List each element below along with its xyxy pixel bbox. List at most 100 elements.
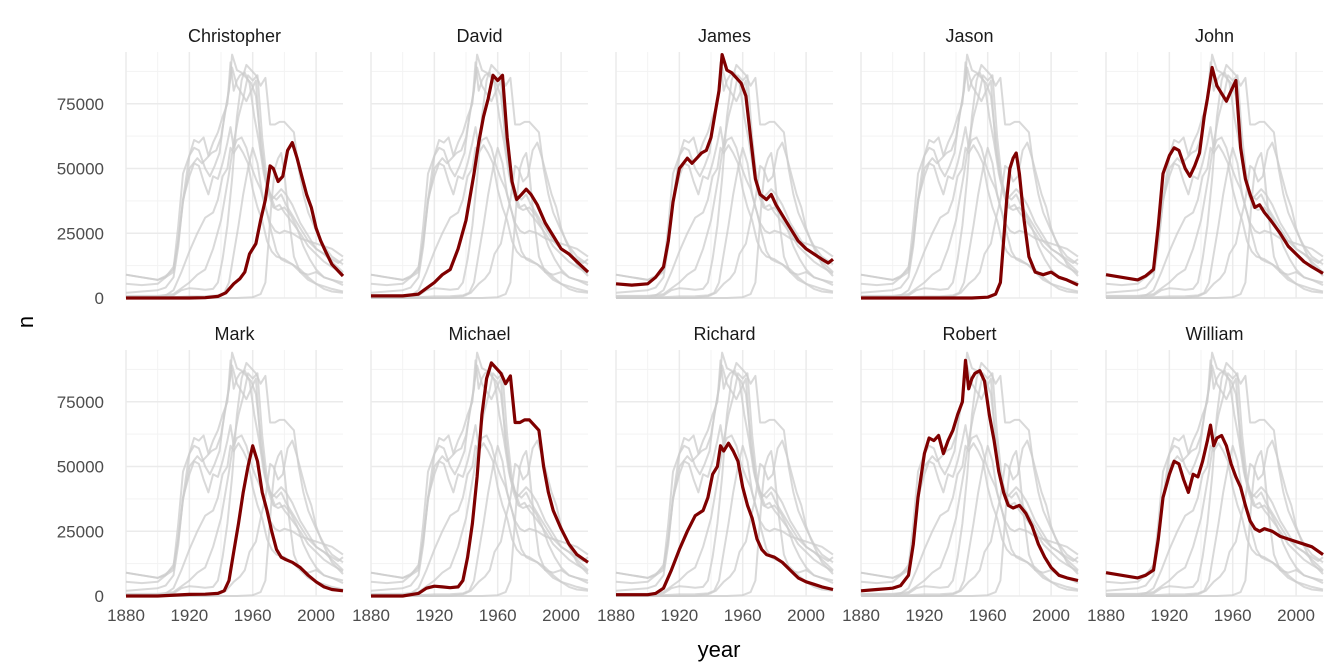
background-series-line xyxy=(126,63,344,299)
background-series-line xyxy=(616,63,834,299)
highlight-series-line-john xyxy=(1105,65,1324,282)
background-series-line xyxy=(861,146,1079,299)
background-series-line xyxy=(1106,146,1324,299)
x-tick-label: 1880 xyxy=(352,606,390,625)
facet-title: Jason xyxy=(945,26,993,46)
background-series-line xyxy=(371,63,589,299)
facet-panel-jason: Jason xyxy=(860,26,1079,300)
background-series-line xyxy=(371,152,589,299)
y-tick-label: 50000 xyxy=(57,458,104,477)
background-series-line xyxy=(616,146,834,299)
background-series-line xyxy=(125,61,344,294)
background-series-line xyxy=(126,74,344,297)
background-series-line xyxy=(126,144,344,298)
y-tick-label: 0 xyxy=(95,289,104,308)
background-series-line xyxy=(371,444,589,597)
highlight-series-line-christopher xyxy=(126,141,345,300)
background-series-line xyxy=(126,444,344,597)
background-series-line xyxy=(1106,372,1324,595)
facet-title: William xyxy=(1186,324,1244,344)
background-series-line xyxy=(860,66,1079,281)
background-series-line xyxy=(126,372,344,595)
x-tick-label: 1880 xyxy=(842,606,880,625)
x-tick-label: 1920 xyxy=(1150,606,1188,625)
x-tick-label: 1880 xyxy=(597,606,635,625)
x-tick-label: 1960 xyxy=(724,606,762,625)
facet-title: Robert xyxy=(942,324,996,344)
x-tick-label: 1880 xyxy=(107,606,145,625)
background-series-line xyxy=(125,126,344,281)
facet-panel-christopher: Christopher 0 25000 50000 75000 xyxy=(57,26,345,308)
background-series-line xyxy=(125,424,344,579)
background-series-line xyxy=(861,361,1079,597)
background-series-line xyxy=(861,442,1079,596)
x-tick-label: 1920 xyxy=(415,606,453,625)
background-series-line xyxy=(125,364,344,579)
facet-panel-robert: Robert 1880 1920 1960 2000 xyxy=(842,324,1079,625)
facet-panel-william: William 1880 1920 1960 2000 xyxy=(1087,324,1324,625)
facet-panel-john: John xyxy=(1105,26,1324,299)
y-axis-title: n xyxy=(13,316,38,328)
y-tick-label: 25000 xyxy=(57,224,104,243)
background-series-line xyxy=(616,144,834,298)
background-series-line xyxy=(861,63,1079,299)
background-series-line xyxy=(1106,450,1324,597)
background-series-line xyxy=(125,66,344,281)
background-series-line xyxy=(616,74,834,297)
x-axis-title: year xyxy=(698,637,741,662)
facet-panel-michael: Michael 1880 1920 1960 2000 xyxy=(352,324,589,625)
facet-title: Mark xyxy=(215,324,256,344)
y-tick-label: 75000 xyxy=(57,393,104,412)
background-series-line xyxy=(1106,361,1324,597)
background-series-line xyxy=(615,66,834,281)
background-series-line xyxy=(371,144,589,298)
background-series-line xyxy=(1106,74,1324,297)
y-tick-label: 0 xyxy=(95,587,104,606)
x-tick-label: 1920 xyxy=(170,606,208,625)
background-series-line xyxy=(1105,61,1324,294)
background-series-line xyxy=(861,450,1079,597)
highlight-series-line-james xyxy=(615,53,834,287)
background-series-line xyxy=(616,361,834,597)
x-tick-label: 1960 xyxy=(234,606,272,625)
facet-title: John xyxy=(1195,26,1234,46)
background-series-line xyxy=(126,146,344,299)
background-series-line xyxy=(861,372,1079,595)
facet-panel-james: James xyxy=(615,26,834,299)
background-series-line xyxy=(615,61,834,294)
facet-title: Michael xyxy=(448,324,510,344)
background-series-line xyxy=(861,444,1079,597)
facet-panel-richard: Richard 1880 1920 1960 2000 xyxy=(597,324,834,625)
background-series-line xyxy=(371,442,589,596)
background-series-line xyxy=(616,372,834,595)
highlight-series-line-michael xyxy=(371,361,589,598)
background-series-line xyxy=(1105,359,1324,592)
background-series-line xyxy=(1105,364,1324,579)
highlight-series-line-david xyxy=(371,73,590,298)
facet-panels: Christopher 0 25000 50000 75000 David James Jas… xyxy=(57,26,1324,625)
background-series-line xyxy=(371,361,589,597)
background-series-line xyxy=(1106,442,1324,596)
background-series-line xyxy=(1106,444,1324,597)
x-tick-label: 1920 xyxy=(905,606,943,625)
x-tick-label: 2000 xyxy=(297,606,335,625)
background-series-line xyxy=(126,361,344,597)
x-tick-label: 1960 xyxy=(1214,606,1252,625)
highlight-series-line-robert xyxy=(860,358,1079,593)
background-series-line xyxy=(616,450,834,597)
background-series-line xyxy=(616,444,834,597)
facet-title: Richard xyxy=(693,324,755,344)
background-series-line xyxy=(615,424,834,579)
x-tick-label: 2000 xyxy=(1032,606,1070,625)
y-tick-label: 25000 xyxy=(57,522,104,541)
background-series-line xyxy=(860,61,1079,294)
facet-panel-david: David xyxy=(370,26,590,299)
x-tick-label: 1960 xyxy=(969,606,1007,625)
highlight-series-line-jason xyxy=(861,151,1079,300)
facet-title: Christopher xyxy=(188,26,281,46)
x-tick-label: 2000 xyxy=(787,606,825,625)
background-series-line xyxy=(1106,63,1324,299)
background-series-line xyxy=(861,152,1079,299)
x-tick-label: 1880 xyxy=(1087,606,1125,625)
background-series-line xyxy=(616,152,834,299)
